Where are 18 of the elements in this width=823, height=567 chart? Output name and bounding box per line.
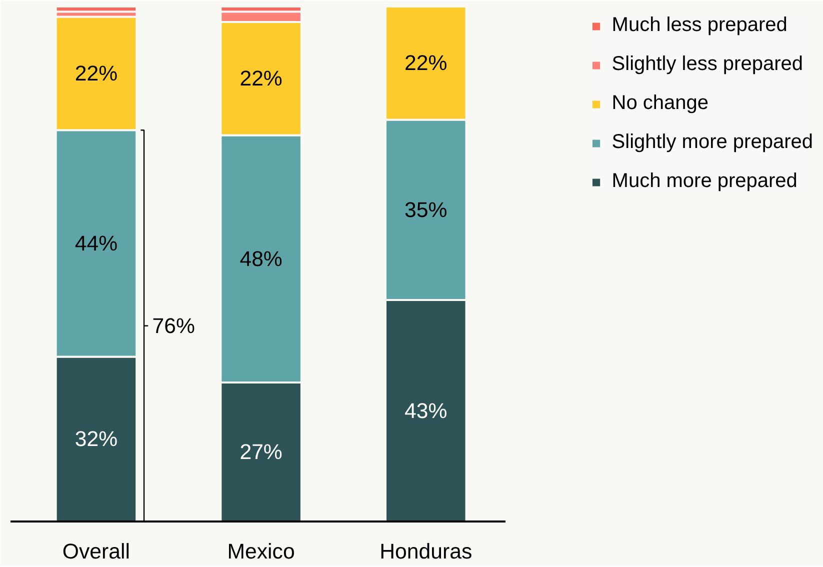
legend-label: No change [612,92,709,115]
data-label: 22% [74,61,118,86]
annotation: 76% [152,314,195,338]
data-label: 27% [240,440,282,464]
legend-label: Slightly more prepared [612,131,813,154]
data-label: 43% [404,398,448,423]
data-label: 22% [240,66,282,91]
data-label: 22% [404,51,448,76]
legend-label: Much less prepared [612,14,788,37]
legend-label: Much more prepared [612,170,798,193]
x-tick-label: Honduras [380,540,472,564]
x-tick-label: Mexico [227,540,295,564]
data-label: 32% [74,427,118,452]
data-label: 35% [404,198,448,222]
x-tick-label: Overall [62,540,130,564]
data-label: 44% [74,231,118,256]
data-label: 48% [240,246,282,271]
legend-label: Slightly less prepared [612,53,803,76]
